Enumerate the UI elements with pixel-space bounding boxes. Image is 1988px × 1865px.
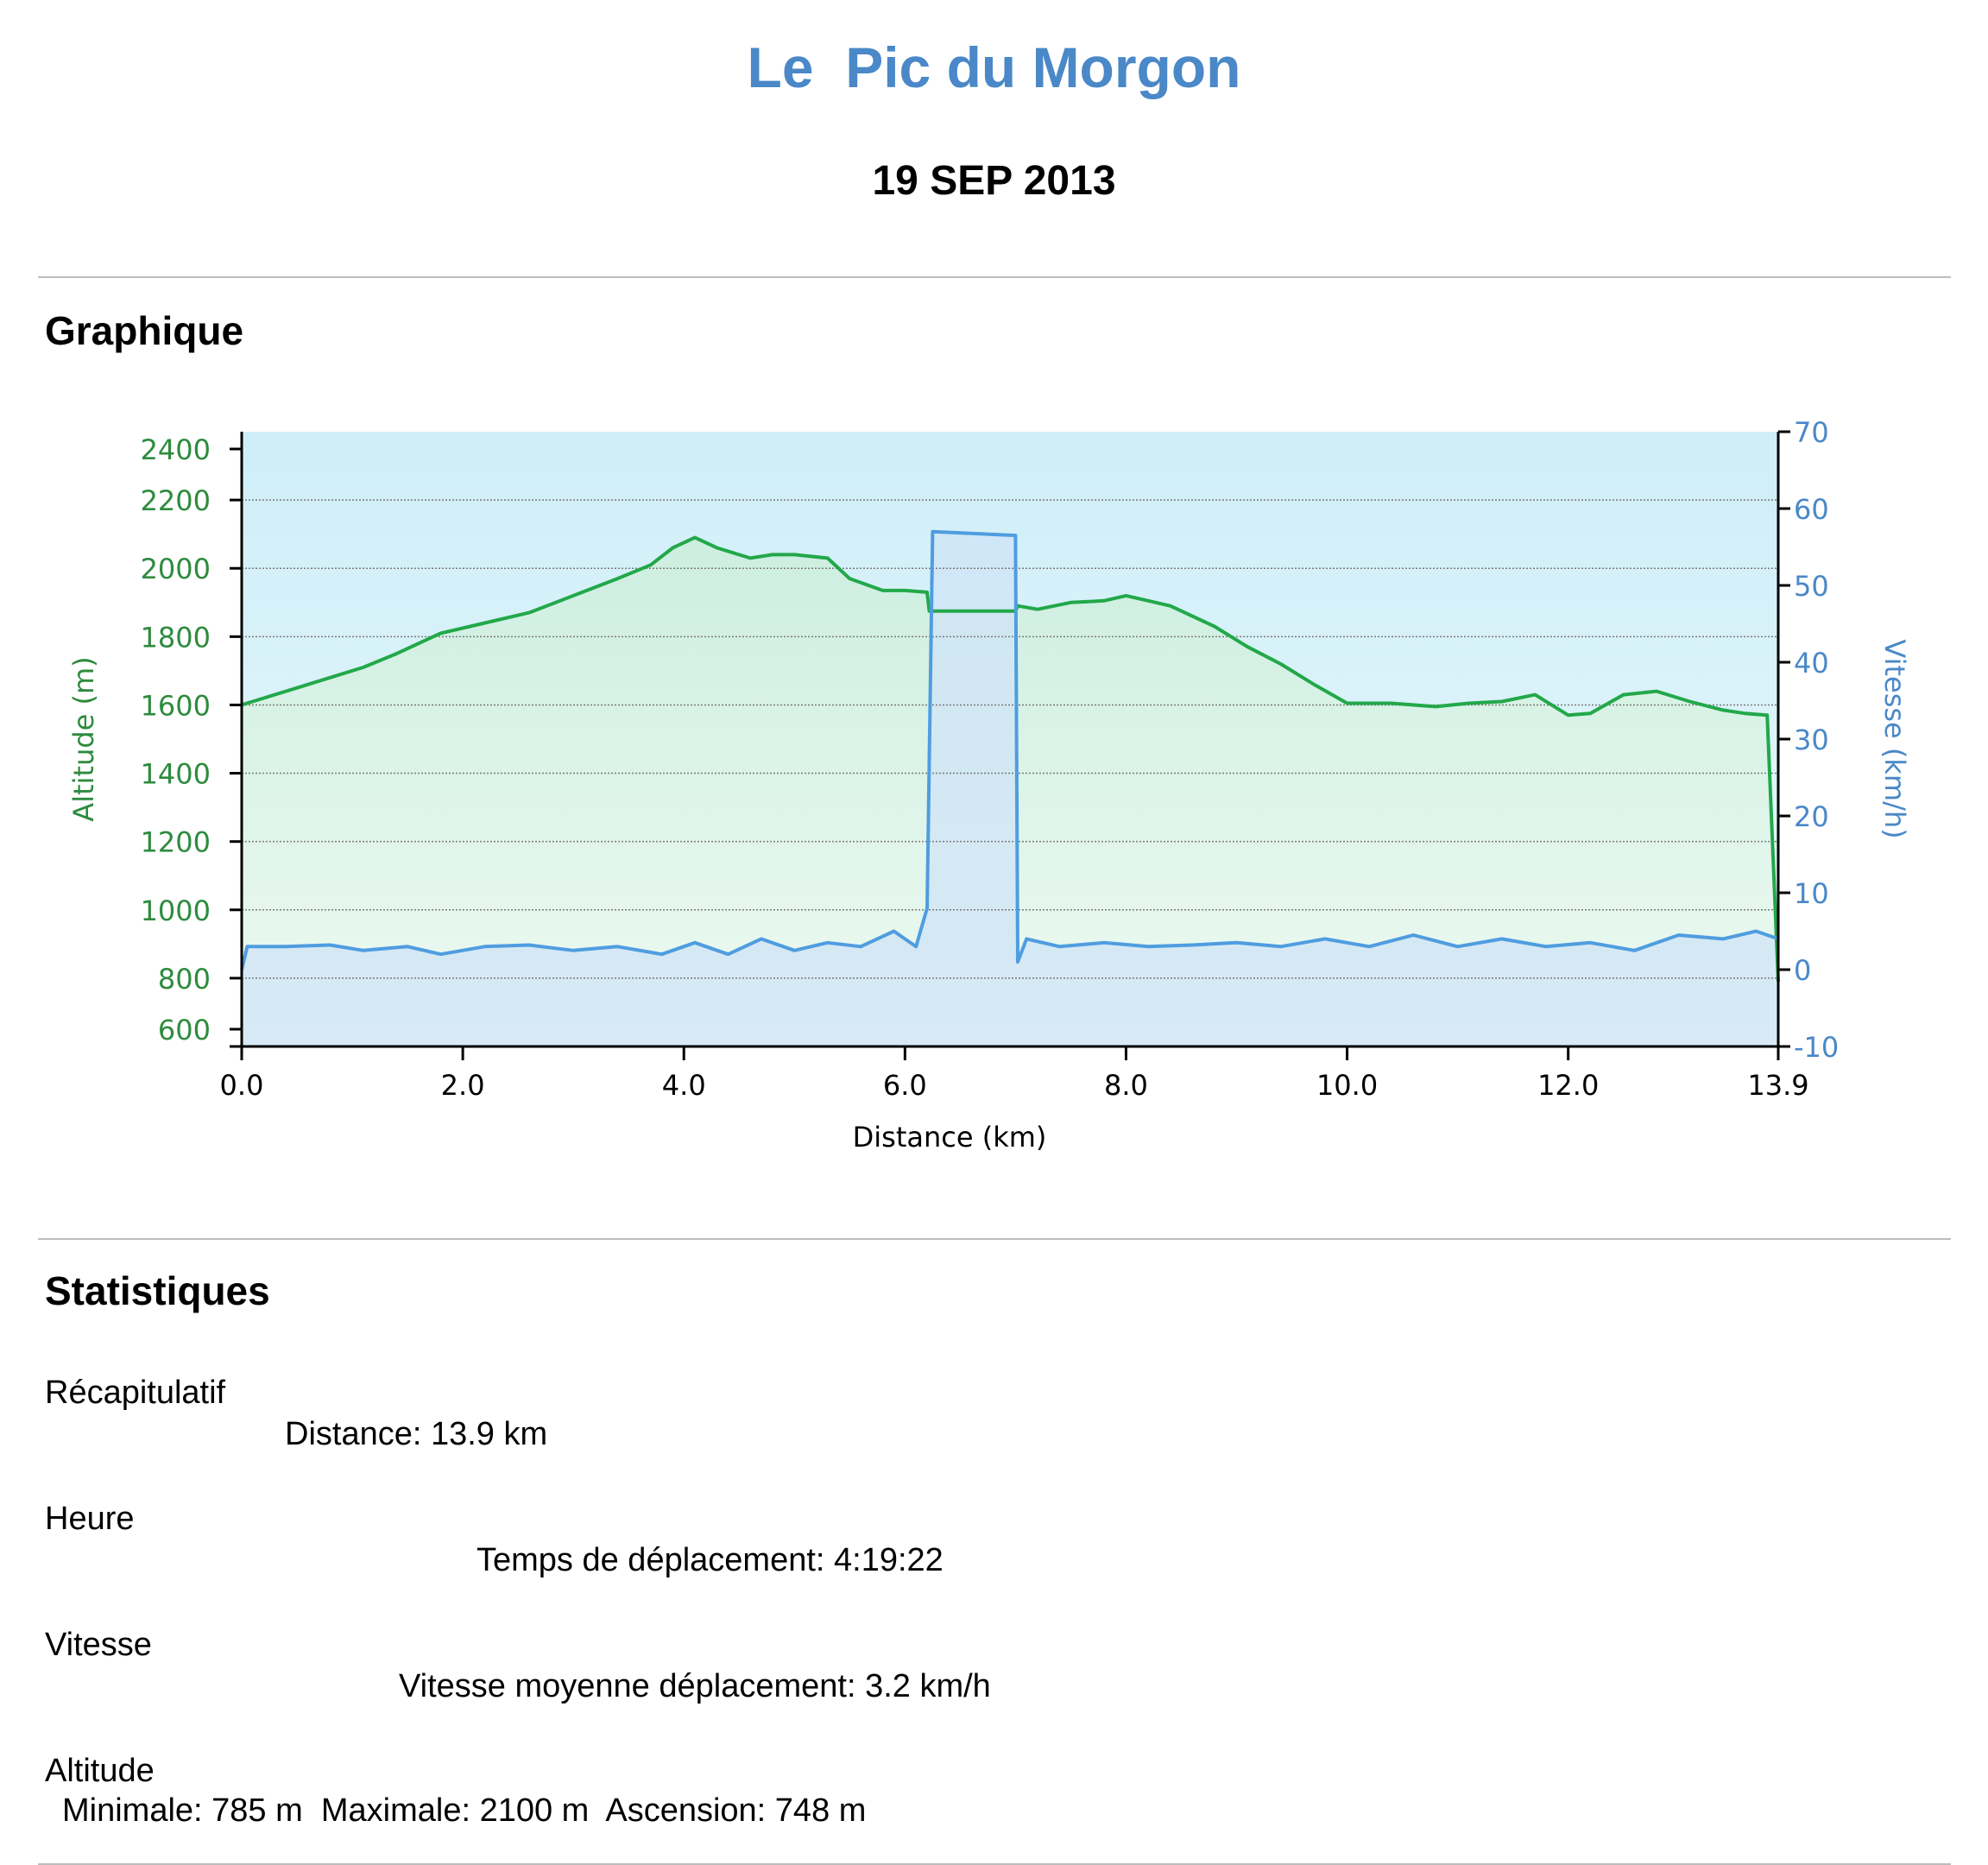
page-title: Le Pic du Morgon <box>747 35 1241 99</box>
x-tick-label: 8.0 <box>1104 1069 1148 1102</box>
right-tick-label: 20 <box>1794 800 1829 833</box>
altitude-values: Minimale: 785 m Maximale: 2100 m Ascensi… <box>62 1792 867 1829</box>
avg-speed-value: Vitesse moyenne déplacement: 3.2 km/h <box>399 1668 991 1704</box>
speed-area <box>242 531 1778 1046</box>
right-tick-label: 10 <box>1794 877 1829 910</box>
left-tick-label: 800 <box>158 963 211 996</box>
x-tick-label: 0.0 <box>220 1069 264 1102</box>
speed-line <box>240 529 1779 970</box>
top-divider <box>38 276 1951 278</box>
x-tick-label: 4.0 <box>662 1069 706 1102</box>
speed-label: Vitesse <box>45 1627 152 1663</box>
left-tick-label: 2000 <box>141 553 211 585</box>
left-tick-label: 2200 <box>141 484 211 517</box>
left-tick-label: 1000 <box>141 895 211 927</box>
right-tick-label: -10 <box>1794 1031 1839 1064</box>
x-tick-label: 10.0 <box>1316 1069 1378 1102</box>
left-tick-label: 1200 <box>141 826 211 859</box>
left-tick-label: 1400 <box>141 758 211 791</box>
x-tick-label: 2.0 <box>441 1069 485 1102</box>
altitude-speed-chart: 2400220020001800160014001200100080060070… <box>67 416 1911 1154</box>
time-label: Heure <box>45 1501 135 1537</box>
graph-heading: Graphique <box>45 308 244 353</box>
altitude-label: Altitude <box>45 1753 155 1789</box>
right-tick-label: 60 <box>1794 493 1829 526</box>
right-tick-label: 70 <box>1794 416 1829 449</box>
left-tick-label: 1800 <box>141 621 211 654</box>
right-tick-label: 40 <box>1794 647 1829 680</box>
x-tick-label: 12.0 <box>1537 1069 1599 1102</box>
stats-heading: Statistiques <box>45 1268 270 1313</box>
left-tick-label: 1600 <box>141 689 211 722</box>
right-tick-label: 50 <box>1794 570 1829 603</box>
x-axis-label: Distance (km) <box>853 1121 1047 1154</box>
recap-label: Récapitulatif <box>45 1375 226 1411</box>
moving-time-value: Temps de déplacement: 4:19:22 <box>476 1542 944 1578</box>
right-axis-label: Vitesse (km/h) <box>1878 639 1911 838</box>
right-tick-label: 30 <box>1794 724 1829 756</box>
left-axis-label: Altitude (m) <box>67 656 100 821</box>
right-tick-label: 0 <box>1794 954 1811 987</box>
distance-value: Distance: 13.9 km <box>285 1416 548 1452</box>
x-tick-label: 13.9 <box>1747 1069 1808 1102</box>
page-date: 19 SEP 2013 <box>872 158 1116 204</box>
left-tick-label: 600 <box>158 1014 211 1046</box>
x-tick-label: 6.0 <box>883 1069 927 1102</box>
left-tick-label: 2400 <box>141 433 211 466</box>
middle-divider <box>38 1238 1951 1240</box>
